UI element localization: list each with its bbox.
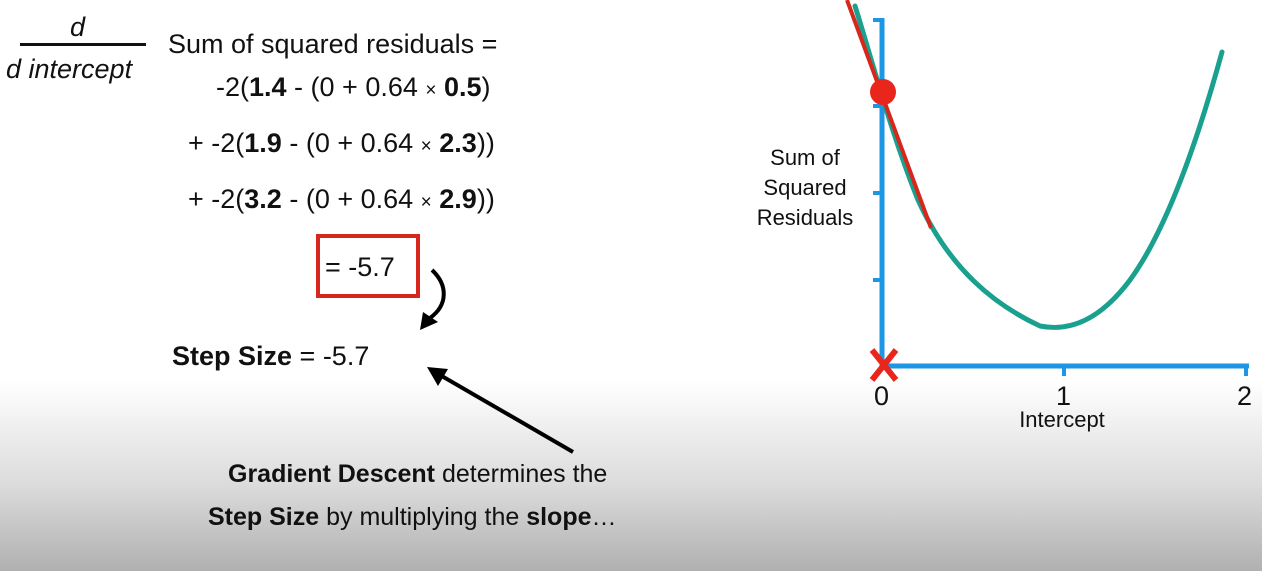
step-size-label: Step Size — [172, 341, 293, 371]
curved-arrow — [428, 268, 446, 320]
current-point — [870, 79, 896, 105]
bottom-gradient — [0, 380, 1262, 571]
step-size: Step Size = -5.7 — [172, 343, 369, 370]
caption-line-2: Step Size by multiplying the slope… — [208, 503, 617, 531]
fraction-numerator: d — [70, 12, 86, 42]
equation-result: = -5.7 — [325, 252, 395, 282]
x-axis-label: Intercept — [1019, 407, 1105, 432]
fraction-bar — [20, 43, 146, 46]
result-box — [316, 234, 420, 298]
step-size-value: = -5.7 — [292, 341, 370, 371]
tangent-line — [845, 0, 933, 229]
fraction-denominator: d intercept — [6, 54, 133, 84]
intercept-marker-x-icon — [869, 348, 899, 382]
caption-line-1: Gradient Descent determines the — [228, 460, 608, 488]
x-tick-label-1: 1 — [1056, 381, 1072, 411]
x-tick-label-0: 0 — [874, 381, 890, 411]
pointer-arrow-head — [427, 367, 448, 386]
pointer-arrow — [438, 373, 575, 454]
equation-lhs: Sum of squared residuals = — [168, 29, 498, 59]
equation-term-2: + -2(1.9 - (0 + 0.64 × 2.3)) — [188, 128, 495, 158]
y-axis-label: Sum of Squared Residuals — [756, 145, 854, 230]
x-tick-label-2: 2 — [1237, 381, 1253, 411]
curved-arrow-head — [420, 312, 438, 330]
equation-term-3: + -2(3.2 - (0 + 0.64 × 2.9)) — [188, 184, 495, 214]
equation-term-1: -2(1.4 - (0 + 0.64 × 0.5) — [216, 72, 491, 102]
